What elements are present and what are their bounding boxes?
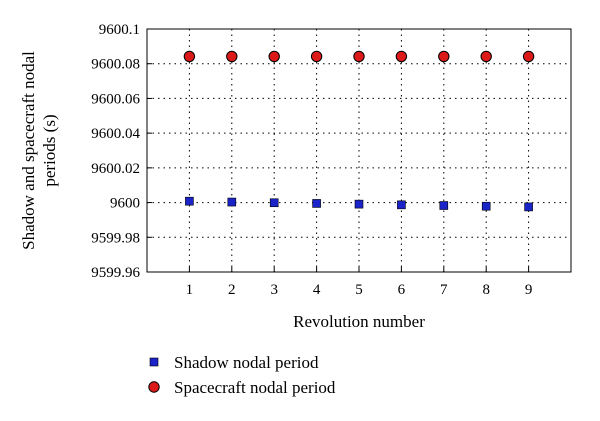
x-tick-label: 2 — [228, 282, 236, 298]
x-tick-label: 5 — [355, 282, 363, 298]
spacecraft-point — [438, 50, 450, 63]
y-axis-label-line: Shadow and spacecraft nodal — [19, 51, 38, 250]
shadow-point — [397, 200, 406, 210]
legend-circle-icon — [148, 381, 160, 393]
shadow-point — [227, 197, 237, 207]
spacecraft-point — [310, 50, 323, 63]
shadow-point — [524, 202, 533, 212]
shadow-point — [185, 196, 194, 206]
y-tick-label: 9600.02 — [91, 161, 140, 177]
axis-ticks: 1 2 3 4 5 6 7 8 9 9599.96 9599.98 9600 9600.02 9600.0… — [91, 22, 532, 298]
legend-label: Shadow nodal period — [174, 353, 319, 372]
spacecraft-point — [183, 50, 196, 63]
y-tick-label: 9599.98 — [91, 230, 140, 246]
x-tick-label: 6 — [398, 282, 406, 298]
spacecraft-point — [226, 50, 238, 63]
y-axis-label: Shadow and spacecraft nodal periods (s) — [19, 51, 59, 250]
y-tick-label: 9600.06 — [91, 91, 140, 107]
x-tick-label: 8 — [482, 282, 490, 298]
spacecraft-point — [522, 50, 535, 63]
spacecraft-point — [395, 50, 408, 63]
y-tick-label: 9600.1 — [99, 22, 140, 38]
shadow-point — [354, 199, 364, 209]
spacecraft-point — [353, 50, 365, 63]
shadow-point — [269, 198, 279, 208]
x-tick-label: 3 — [270, 282, 278, 298]
x-axis-label: Revolution number — [293, 312, 425, 331]
shadow-point — [439, 201, 449, 210]
grid — [147, 28, 571, 273]
data-marks — [183, 50, 535, 212]
x-tick-label: 7 — [440, 282, 448, 298]
y-tick-label: 9600.04 — [91, 126, 140, 142]
legend-label: Spacecraft nodal period — [174, 378, 336, 397]
y-tick-label: 9600.08 — [91, 57, 140, 73]
shadow-point — [312, 199, 321, 208]
legend: Shadow nodal period Spacecraft nodal peri… — [148, 353, 336, 397]
x-tick-label: 1 — [186, 282, 194, 298]
x-tick-label: 4 — [313, 282, 321, 298]
legend-square-icon — [149, 357, 159, 367]
spacecraft-point — [268, 50, 280, 63]
y-tick-label: 9600 — [110, 196, 140, 212]
shadow-point — [481, 201, 491, 211]
y-tick-label: 9599.96 — [91, 265, 140, 281]
x-tick-label: 9 — [525, 282, 533, 298]
y-axis-label-line: periods (s) — [40, 114, 59, 186]
spacecraft-point — [480, 50, 492, 63]
